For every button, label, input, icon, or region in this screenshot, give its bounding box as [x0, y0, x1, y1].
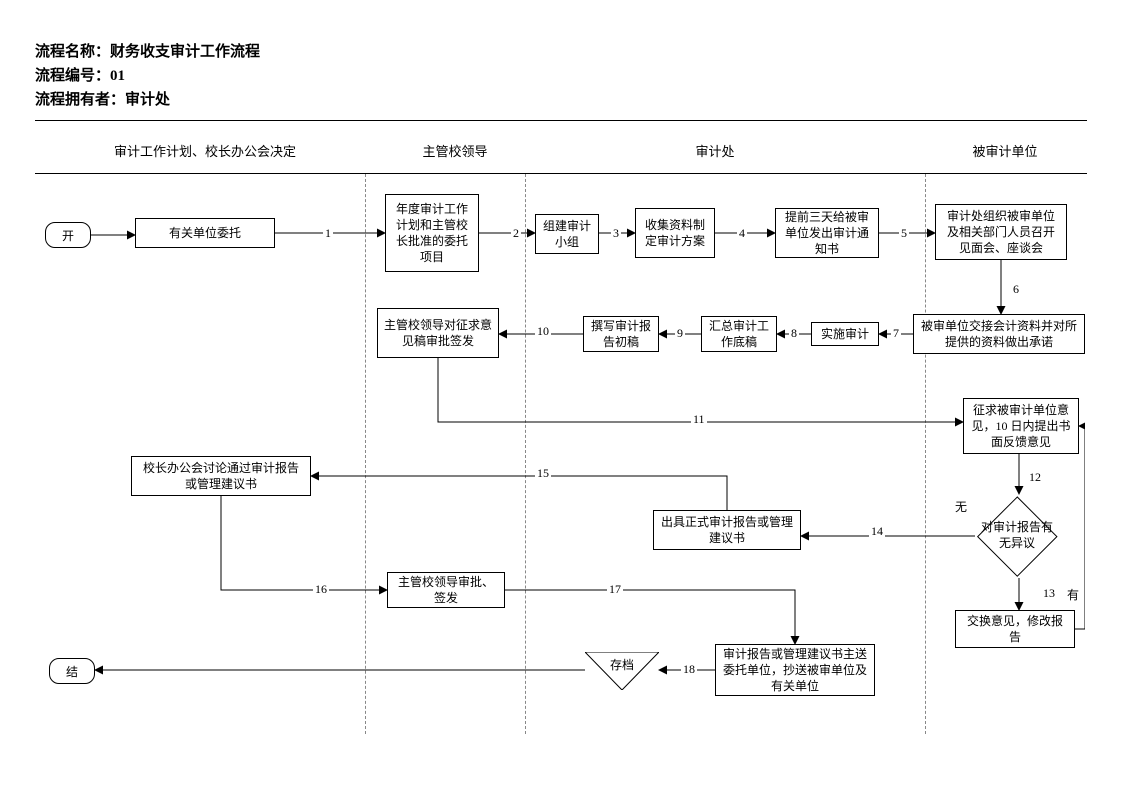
edge-label-e15: 15	[535, 466, 551, 481]
node-n7: 被审单位交接会计资料并对所提供的资料做出承诺	[913, 314, 1085, 354]
edge-e17	[505, 590, 795, 644]
lane3-title: 审计处	[655, 141, 775, 160]
node-d12: 对审计报告有无异议	[977, 496, 1057, 576]
edge-e15	[311, 476, 727, 510]
edge-label-e5: 5	[899, 226, 909, 241]
node-n9: 撰写审计报告初稿	[583, 316, 659, 352]
edge-side-e14: 无	[953, 498, 969, 515]
node-n14: 出具正式审计报告或管理建议书	[653, 510, 801, 550]
edge-label-e8: 8	[789, 326, 799, 341]
edge-label-e10: 10	[535, 324, 551, 339]
node-n7a: 实施审计	[811, 322, 879, 346]
edge-label-e11: 11	[691, 412, 707, 427]
edge-e16	[221, 496, 387, 590]
swimlane-header-row: 审计工作计划、校长办公会决定 主管校领导 审计处 被审计单位	[35, 141, 1087, 171]
doc-header: 流程名称：财务收支审计工作流程 流程编号：01 流程拥有者：审计处	[35, 40, 1087, 112]
header-code-label: 流程编号：	[35, 68, 110, 84]
node-n1: 有关单位委托	[135, 218, 275, 248]
edge-label-e2: 2	[511, 226, 521, 241]
header-rule	[35, 120, 1087, 121]
lane2-title: 主管校领导	[395, 141, 515, 160]
edge-label-e3: 3	[611, 226, 621, 241]
lane-divider-3	[925, 174, 926, 734]
node-n8: 汇总审计工作底稿	[701, 316, 777, 352]
edge-label-e7: 7	[891, 326, 901, 341]
edge-label-e4: 4	[737, 226, 747, 241]
node-n10: 主管校领导对征求意见稿审批签发	[377, 308, 499, 358]
node-n16: 主管校领导审批、签发	[387, 572, 505, 608]
node-start: 开	[45, 222, 91, 248]
node-n3: 收集资料制定审计方案	[635, 208, 715, 258]
node-n4: 提前三天给被审单位发出审计通知书	[775, 208, 879, 258]
edge-side-e13: 有	[1065, 586, 1081, 603]
node-n13: 交换意见，修改报告	[955, 610, 1075, 648]
lane1-title: 审计工作计划、校长办公会决定	[95, 141, 315, 160]
node-n11: 征求被审计单位意见，10 日内提出书面反馈意见	[963, 398, 1079, 454]
edge-label-e14: 14	[869, 524, 885, 539]
header-code-value: 01	[110, 68, 125, 84]
edge-label-e1: 1	[323, 226, 333, 241]
lane-divider-1	[365, 174, 366, 734]
node-n1b: 年度审计工作计划和主管校长批准的委托项目	[385, 194, 479, 272]
node-end: 结	[49, 658, 95, 684]
edge-label-e17: 17	[607, 582, 623, 597]
node-n17: 审计报告或管理建议书主送委托单位，抄送被审单位及有关单位	[715, 644, 875, 696]
edge-label-e16: 16	[313, 582, 329, 597]
node-arch: 存档	[585, 652, 659, 690]
edge-label-e6: 6	[1011, 282, 1021, 297]
flow-canvas: 开 有关单位委托 年度审计工作计划和主管校长批准的委托项目 组建审计小组收集资料制定审…	[35, 174, 1085, 734]
header-owner-value: 审计处	[125, 92, 170, 108]
node-n2: 组建审计小组	[535, 214, 599, 254]
node-n15: 校长办公会讨论通过审计报告或管理建议书	[131, 456, 311, 496]
arrows-layer	[35, 174, 1085, 734]
lane4-title: 被审计单位	[945, 141, 1065, 160]
lane-divider-2	[525, 174, 526, 734]
edge-label-e13: 13	[1041, 586, 1057, 601]
header-owner-label: 流程拥有者：	[35, 92, 125, 108]
header-name-label: 流程名称：	[35, 44, 110, 60]
edge-label-e18: 18	[681, 662, 697, 677]
edge-label-e9: 9	[675, 326, 685, 341]
edge-label-e12: 12	[1027, 470, 1043, 485]
node-n5: 审计处组织被审单位及相关部门人员召开见面会、座谈会	[935, 204, 1067, 260]
header-name-value: 财务收支审计工作流程	[110, 44, 260, 60]
